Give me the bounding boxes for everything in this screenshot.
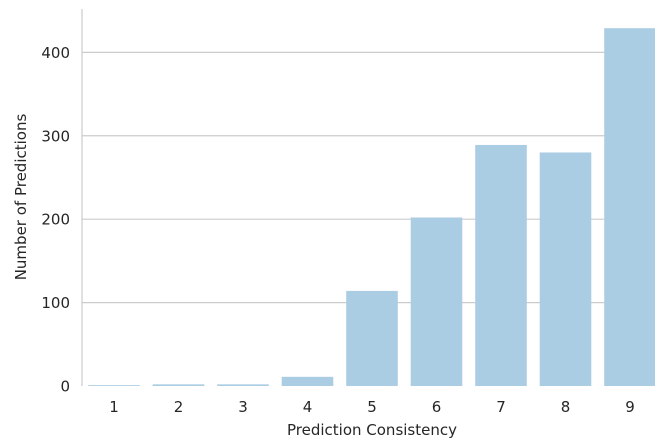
y-tick-label-300: 300: [41, 127, 70, 145]
bars: [88, 28, 655, 387]
y-tick-label-100: 100: [41, 294, 70, 312]
bar-3: [217, 384, 269, 386]
x-tick-label-7: 7: [496, 398, 506, 416]
bar-2: [152, 384, 205, 386]
bar-1: [88, 385, 140, 386]
y-tick-label-0: 0: [60, 378, 70, 396]
x-tick-label-4: 4: [303, 398, 313, 416]
bar-8: [539, 152, 592, 386]
y-tick-labels: 0 100 200 300 400: [41, 44, 70, 396]
x-tick-label-1: 1: [109, 398, 119, 416]
x-tick-label-3: 3: [238, 398, 248, 416]
bar-9: [604, 28, 655, 387]
y-tick-label-200: 200: [41, 211, 70, 229]
y-axis-title: Number of Predictions: [12, 114, 30, 281]
x-tick-label-2: 2: [174, 398, 184, 416]
x-tick-label-5: 5: [367, 398, 377, 416]
x-axis-title: Prediction Consistency: [287, 421, 457, 439]
bar-5: [346, 290, 398, 386]
x-tick-labels: 1 2 3 4 5 6 7 8 9: [109, 398, 635, 416]
x-tick-label-6: 6: [432, 398, 442, 416]
x-tick-label-9: 9: [625, 398, 635, 416]
bar-6: [410, 217, 463, 386]
x-tick-label-8: 8: [561, 398, 571, 416]
bar-4: [281, 376, 334, 386]
y-tick-label-400: 400: [41, 44, 70, 62]
bar-7: [475, 144, 527, 386]
